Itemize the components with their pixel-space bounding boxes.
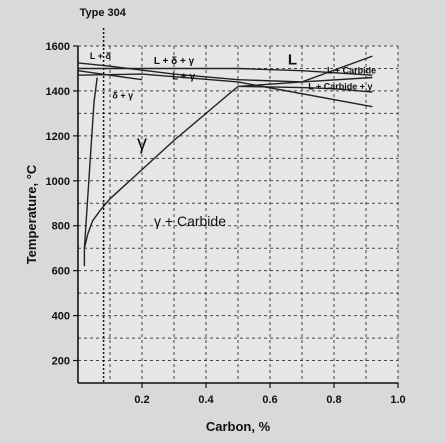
phase-boundary-line [77,70,143,81]
x-axis-label: Carbon, % [206,419,271,434]
region-label: L + δ + γ [154,56,195,67]
phase-boundary-line [77,62,373,83]
x-tick-label: 1.0 [390,394,405,406]
y-tick-label: 1600 [46,41,70,53]
y-tick-label: 600 [52,266,70,278]
y-tick-label: 1000 [46,176,70,188]
region-label: L + δ [90,51,112,61]
region-label: L + Carbide + γ [308,81,372,91]
reference-line-label: Type 304 [80,7,127,19]
y-tick-label: 1200 [46,131,70,143]
phase-boundary-line [78,67,373,76]
region-label: L + Carbide [327,66,376,76]
y-tick-label: 200 [52,356,70,368]
x-tick-label: 0.8 [326,394,341,406]
x-tick-label: 0.6 [262,394,277,406]
region-label: δ + γ [112,90,133,100]
region-label: L + γ [172,72,195,83]
region-label: γ [137,132,147,154]
phase-boundary-line [237,55,373,88]
y-tick-label: 800 [52,221,70,233]
y-axis-label: Temperature, °C [24,164,39,264]
y-tick-label: 400 [52,311,70,323]
phase-boundary-line [237,85,373,93]
x-tick-label: 0.2 [134,394,149,406]
phase-boundary-line [83,85,239,249]
region-label: L [288,51,297,68]
phase-boundary-line [83,77,98,267]
x-tick-label: 0.4 [198,394,214,406]
region-label: γ + Carbide [154,213,226,229]
y-tick-label: 1400 [46,86,70,98]
